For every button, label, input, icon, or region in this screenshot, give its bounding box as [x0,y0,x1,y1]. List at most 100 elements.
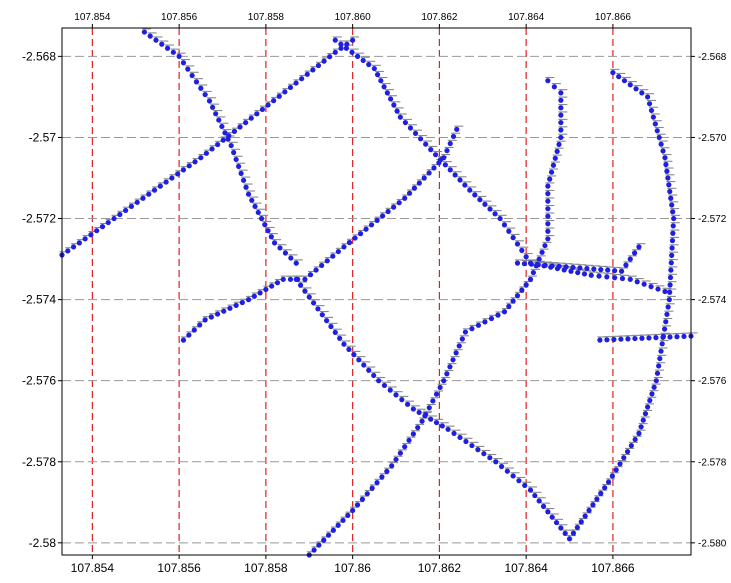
axes: 107.854 107.854 107.856 107.856 107.858 107.8… [22,12,727,575]
data-point [387,96,394,102]
data-point [402,195,408,201]
data-point [501,222,508,228]
data-point [221,308,227,314]
data-point [662,288,668,295]
data-point [649,391,655,397]
data-point [257,290,263,296]
data-point [519,287,525,293]
data-point [354,502,361,508]
data-point [577,265,583,271]
data-point [321,58,327,64]
data-point [349,49,355,55]
data-point [495,312,501,318]
data-point [363,226,369,232]
data-point [412,130,419,136]
data-point [407,125,414,131]
data-point [198,155,204,161]
data-point [243,119,249,126]
data-point [287,276,294,282]
data-point [669,245,675,251]
data-point [384,90,390,96]
data-point [545,183,551,189]
data-point [542,262,548,268]
data-point [233,302,239,308]
data-point [385,208,391,215]
data-point [426,170,432,176]
data-point [209,104,216,110]
data-point [627,256,633,262]
data-point [335,522,341,528]
data-point [340,517,346,523]
data-point [215,141,221,148]
data-point [384,468,390,474]
data-point [610,69,616,76]
data-point [293,80,299,86]
data-point [324,318,330,324]
data-point [231,149,237,156]
data-point [99,224,106,230]
data-point [493,459,499,465]
data-point [259,106,266,113]
data-point [237,124,243,130]
data-point [669,252,675,258]
data-point [369,485,375,491]
data-point [299,76,305,82]
data-point [359,496,366,502]
data-point [632,335,638,342]
data-point [552,155,558,161]
data-point [558,134,564,141]
data-point [670,209,676,215]
data-point [416,180,422,186]
x-tick-label-top: 107.864 [508,12,545,23]
data-point [617,461,623,467]
data-point [381,382,388,389]
data-point [202,317,208,323]
data-point [146,191,152,197]
data-point [602,485,608,491]
data-point [612,275,618,281]
data-point [105,219,111,226]
data-point [627,82,633,88]
data-point [590,502,596,508]
data-point [186,332,192,338]
data-point [658,141,664,147]
data-point [293,276,299,282]
data-point [441,378,447,384]
data-point [428,147,434,153]
data-point [111,215,117,222]
data-point [248,115,254,121]
data-point [636,430,642,436]
data-point [338,41,344,47]
data-point [647,397,653,404]
data-point [442,162,448,168]
data-point [338,45,344,51]
data-point [197,322,203,328]
y-tick-label-left: -2.58 [29,536,57,550]
data-point [203,150,210,156]
data-point [421,175,427,181]
data-point [527,276,534,282]
data-point [545,221,551,227]
data-point [457,177,463,183]
data-point [410,406,416,412]
data-point [397,114,403,120]
data-point [598,267,604,273]
data-point [554,148,560,154]
y-tick-label-left: -2.57 [29,130,57,144]
data-point [652,121,658,127]
y-tick-label-left: -2.578 [22,455,56,469]
data-point [393,456,399,463]
data-point [379,474,385,480]
data-point [514,241,521,247]
data-point [371,372,377,379]
data-point [374,72,381,78]
data-point [506,303,512,309]
data-point [467,187,473,193]
data-point [645,94,651,100]
x-tick-label-bottom: 107.854 [71,561,115,575]
data-point [472,192,478,198]
data-point [222,130,228,136]
data-point [542,242,548,249]
